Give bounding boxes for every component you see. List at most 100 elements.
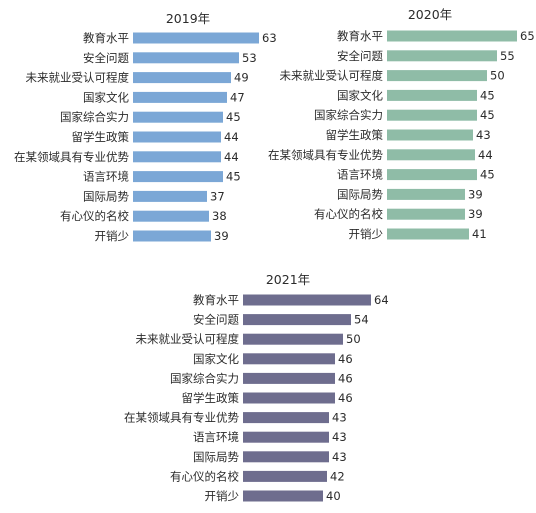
- data-label-2020: 65: [520, 29, 535, 43]
- bar-2019: [133, 72, 231, 84]
- data-label-2021: 40: [326, 489, 341, 503]
- category-label-2021: 国家综合实力: [170, 371, 239, 385]
- category-label-2019: 国家文化: [83, 90, 129, 104]
- data-label-2021: 46: [338, 352, 353, 366]
- bar-2020: [387, 188, 465, 200]
- bar-2021: [243, 294, 371, 306]
- chart-title-2019: 2019年: [166, 11, 210, 26]
- bar-2020: [387, 109, 477, 121]
- category-label-2020: 语言环境: [337, 168, 383, 182]
- category-label-2019: 有心仪的名校: [60, 209, 129, 223]
- category-label-2020: 未来就业受认可程度: [280, 69, 384, 83]
- category-label-2019: 国家综合实力: [60, 110, 129, 124]
- data-label-2019: 49: [234, 71, 249, 85]
- data-label-2021: 43: [332, 411, 347, 425]
- bar-2021: [243, 412, 329, 424]
- data-label-2021: 50: [346, 332, 361, 346]
- category-label-2019: 在某领域具有专业优势: [14, 150, 129, 164]
- category-label-2021: 国际局势: [193, 450, 239, 464]
- chart-title-2020: 2020年: [408, 7, 452, 22]
- bar-2019: [133, 131, 221, 143]
- data-label-2019: 45: [226, 110, 241, 124]
- data-label-2020: 50: [490, 69, 505, 83]
- bar-2019: [133, 210, 209, 222]
- bar-2021: [243, 372, 335, 384]
- category-label-2021: 在某领域具有专业优势: [124, 411, 239, 425]
- bar-2021: [243, 490, 323, 502]
- bar-2019: [133, 32, 259, 44]
- data-label-2020: 45: [480, 108, 495, 122]
- data-label-2021: 46: [338, 391, 353, 405]
- data-label-2019: 38: [212, 209, 227, 223]
- bar-2019: [133, 171, 223, 183]
- bar-2021: [243, 470, 327, 482]
- bar-2021: [243, 333, 343, 345]
- category-label-2020: 开销少: [349, 227, 384, 241]
- bar-2020: [387, 149, 475, 161]
- category-label-2019: 开销少: [95, 229, 130, 243]
- bar-2020: [387, 208, 465, 220]
- category-label-2021: 国家文化: [193, 352, 239, 366]
- data-label-2019: 44: [224, 150, 239, 164]
- category-label-2020: 安全问题: [337, 49, 383, 63]
- data-label-2021: 46: [338, 371, 353, 385]
- bar-2021: [243, 431, 329, 443]
- data-label-2020: 45: [480, 88, 495, 102]
- bar-2019: [133, 52, 239, 64]
- data-label-2019: 47: [230, 90, 245, 104]
- data-label-2019: 37: [210, 189, 225, 203]
- bar-2019: [133, 111, 223, 123]
- data-label-2021: 43: [332, 450, 347, 464]
- data-label-2019: 44: [224, 130, 239, 144]
- data-label-2021: 54: [354, 313, 369, 327]
- category-label-2019: 教育水平: [83, 31, 129, 45]
- data-label-2020: 45: [480, 168, 495, 182]
- data-label-2019: 53: [242, 51, 257, 65]
- data-label-2020: 44: [478, 148, 493, 162]
- bar-2021: [243, 392, 335, 404]
- category-label-2020: 留学生政策: [326, 128, 384, 142]
- data-label-2020: 39: [468, 187, 483, 201]
- category-label-2019: 安全问题: [83, 51, 129, 65]
- category-label-2019: 语言环境: [83, 170, 129, 184]
- bar-2020: [387, 129, 473, 141]
- data-label-2020: 39: [468, 207, 483, 221]
- bar-2021: [243, 451, 329, 463]
- data-label-2020: 43: [476, 128, 491, 142]
- bar-2019: [133, 151, 221, 163]
- category-label-2019: 国际局势: [83, 189, 129, 203]
- category-label-2021: 有心仪的名校: [170, 469, 239, 483]
- bar-2020: [387, 70, 487, 82]
- bar-2019: [133, 190, 207, 202]
- data-label-2020: 41: [472, 227, 487, 241]
- category-label-2019: 未来就业受认可程度: [26, 71, 130, 85]
- data-label-2019: 45: [226, 170, 241, 184]
- category-label-2021: 留学生政策: [182, 391, 240, 405]
- bar-2020: [387, 228, 469, 240]
- bar-2019: [133, 230, 211, 242]
- bar-2020: [387, 30, 517, 42]
- data-label-2019: 63: [262, 31, 277, 45]
- bar-2019: [133, 91, 227, 103]
- category-label-2021: 开销少: [205, 489, 240, 503]
- data-label-2021: 64: [374, 293, 389, 307]
- chart-title-2021: 2021年: [266, 272, 310, 287]
- data-label-2021: 42: [330, 469, 345, 483]
- category-label-2019: 留学生政策: [72, 130, 130, 144]
- category-label-2020: 教育水平: [337, 29, 383, 43]
- category-label-2021: 语言环境: [193, 430, 239, 444]
- bar-2021: [243, 314, 351, 326]
- category-label-2020: 有心仪的名校: [314, 207, 383, 221]
- data-label-2021: 43: [332, 430, 347, 444]
- category-label-2021: 安全问题: [193, 313, 239, 327]
- bar-2020: [387, 169, 477, 181]
- category-label-2021: 未来就业受认可程度: [136, 332, 240, 346]
- category-label-2020: 国家综合实力: [314, 108, 383, 122]
- category-label-2020: 在某领域具有专业优势: [268, 148, 383, 162]
- bar-2021: [243, 353, 335, 365]
- category-label-2020: 国家文化: [337, 88, 383, 102]
- bar-2020: [387, 89, 477, 101]
- data-label-2020: 55: [500, 49, 515, 63]
- category-label-2020: 国际局势: [337, 187, 383, 201]
